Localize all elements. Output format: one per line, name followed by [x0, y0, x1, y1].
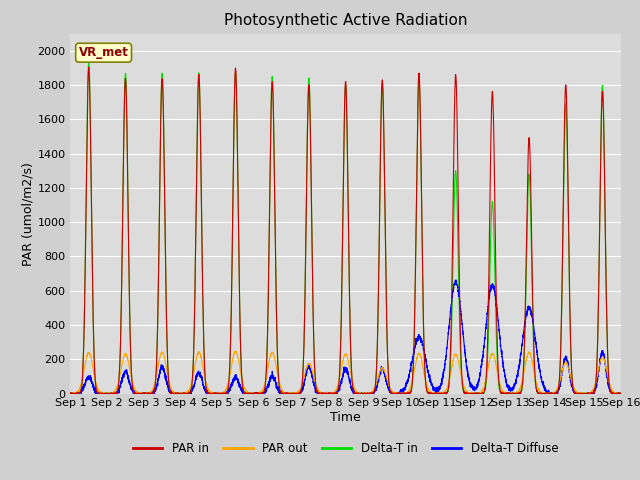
- PAR in: [166, 385, 173, 391]
- Delta-T in: [438, 391, 446, 396]
- Delta-T in: [166, 385, 173, 391]
- PAR out: [166, 380, 173, 386]
- PAR out: [438, 391, 446, 396]
- Title: Photosynthetic Active Radiation: Photosynthetic Active Radiation: [224, 13, 467, 28]
- PAR in: [438, 390, 446, 396]
- Delta-T Diffuse: [67, 391, 74, 396]
- PAR in: [325, 391, 333, 396]
- Text: VR_met: VR_met: [79, 46, 129, 59]
- Delta-T Diffuse: [438, 374, 446, 380]
- Delta-T in: [67, 391, 74, 396]
- Line: PAR out: PAR out: [70, 351, 621, 394]
- Y-axis label: PAR (umol/m2/s): PAR (umol/m2/s): [22, 162, 35, 265]
- X-axis label: Time: Time: [330, 411, 361, 424]
- PAR out: [325, 391, 333, 396]
- PAR out: [617, 390, 625, 396]
- Delta-T in: [85, 58, 93, 63]
- Delta-T in: [469, 390, 477, 396]
- Line: Delta-T in: Delta-T in: [70, 60, 621, 394]
- PAR out: [67, 391, 74, 396]
- PAR in: [469, 391, 477, 396]
- Legend: PAR in, PAR out, Delta-T in, Delta-T Diffuse: PAR in, PAR out, Delta-T in, Delta-T Dif…: [128, 437, 563, 460]
- Delta-T Diffuse: [166, 388, 173, 394]
- PAR in: [67, 391, 74, 396]
- Delta-T Diffuse: [469, 386, 477, 392]
- Delta-T in: [617, 390, 625, 396]
- Delta-T Diffuse: [616, 391, 624, 396]
- Line: PAR in: PAR in: [70, 67, 621, 394]
- PAR in: [85, 64, 93, 70]
- Delta-T in: [616, 391, 624, 396]
- PAR in: [617, 391, 625, 396]
- Delta-T Diffuse: [500, 368, 508, 374]
- PAR in: [616, 391, 624, 396]
- PAR in: [500, 390, 508, 396]
- PAR out: [500, 390, 508, 396]
- Delta-T in: [325, 391, 333, 396]
- PAR out: [232, 348, 240, 354]
- Delta-T Diffuse: [325, 391, 333, 396]
- Delta-T Diffuse: [617, 391, 625, 396]
- Delta-T in: [500, 391, 508, 396]
- PAR out: [469, 391, 477, 396]
- Delta-T Diffuse: [452, 277, 460, 283]
- Line: Delta-T Diffuse: Delta-T Diffuse: [70, 280, 621, 394]
- PAR out: [616, 391, 624, 396]
- Delta-T Diffuse: [77, 391, 84, 396]
